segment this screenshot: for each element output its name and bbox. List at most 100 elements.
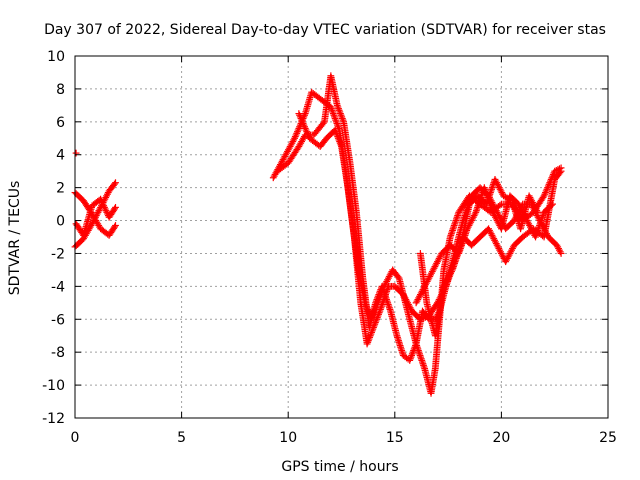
data-point — [551, 167, 559, 175]
data-point — [334, 134, 342, 142]
data-point — [101, 203, 108, 211]
y-tick-label: -10 — [42, 378, 65, 394]
data-point — [364, 338, 372, 346]
data-point — [303, 128, 311, 136]
data-point — [370, 322, 378, 330]
data-point — [112, 179, 119, 187]
data-point — [331, 115, 339, 122]
data-point — [333, 120, 341, 127]
data-point — [542, 187, 550, 195]
data-point — [295, 110, 303, 117]
y-tick-label: 0 — [56, 214, 65, 230]
data-point — [375, 291, 383, 298]
data-point — [291, 134, 298, 142]
data-point — [319, 119, 327, 127]
data-point — [290, 136, 298, 144]
data-point — [303, 129, 311, 137]
y-tick-label: 10 — [47, 49, 65, 65]
data-point — [299, 118, 306, 126]
data-point — [372, 299, 380, 307]
data-point — [372, 297, 380, 305]
data-point — [338, 115, 346, 122]
data-point — [331, 113, 338, 121]
data-point — [328, 105, 335, 113]
y-axis-label: SDTVAR / TECUs — [7, 181, 23, 296]
data-point — [332, 129, 340, 137]
data-point — [334, 123, 342, 131]
data-point — [410, 347, 417, 354]
data-point — [336, 108, 344, 116]
data-point — [367, 330, 375, 338]
data-point — [406, 357, 414, 364]
y-tick-label: -4 — [51, 279, 65, 295]
data-point — [291, 133, 299, 141]
x-tick-label: 5 — [177, 430, 186, 446]
data-point — [366, 332, 374, 340]
data-point — [329, 110, 337, 117]
data-point — [111, 180, 118, 188]
data-point — [541, 190, 549, 198]
data-point — [297, 115, 305, 122]
data-point — [542, 189, 549, 196]
data-point — [335, 136, 343, 144]
data-point — [496, 201, 504, 209]
data-point — [97, 195, 104, 203]
data-point — [99, 200, 107, 208]
data-point — [368, 327, 376, 335]
data-point — [552, 166, 560, 174]
data-point — [327, 103, 335, 111]
data-point — [556, 169, 564, 176]
data-point — [72, 149, 80, 157]
data-point — [534, 208, 542, 216]
y-tick-label: -6 — [51, 312, 65, 328]
data-point — [373, 296, 381, 303]
data-point — [334, 103, 342, 111]
data-point — [365, 335, 373, 343]
data-point — [412, 342, 419, 349]
data-point — [299, 120, 307, 127]
data-point — [337, 141, 345, 149]
data-point — [375, 310, 382, 318]
data-point — [374, 294, 381, 302]
x-tick-label: 25 — [599, 430, 617, 446]
data-point — [364, 337, 372, 345]
data-point — [98, 199, 106, 206]
data-point — [332, 116, 340, 124]
data-point — [333, 131, 341, 139]
data-point — [374, 312, 382, 320]
data-point — [547, 201, 555, 209]
data-point — [448, 268, 455, 275]
data-point — [328, 106, 336, 114]
data-point — [371, 319, 379, 326]
data-point — [407, 353, 415, 361]
data-point — [100, 202, 108, 210]
data-point — [337, 110, 344, 117]
data-point — [296, 111, 303, 119]
data-point — [557, 250, 565, 257]
data-point — [301, 125, 309, 132]
data-point — [304, 131, 312, 139]
data-point — [372, 317, 380, 325]
data-point — [373, 314, 381, 322]
data-point — [333, 101, 341, 109]
y-tick-label: -2 — [51, 246, 65, 262]
y-tick-label: 2 — [56, 181, 65, 197]
data-point — [335, 105, 342, 113]
data-point — [368, 329, 375, 336]
data-point — [394, 273, 402, 281]
data-point — [294, 126, 302, 134]
data-point — [366, 333, 374, 341]
data-point — [411, 343, 419, 351]
data-point — [298, 116, 306, 124]
data-point — [338, 113, 346, 121]
data-point — [336, 138, 343, 145]
data-point — [370, 324, 377, 331]
data-point — [112, 222, 119, 229]
data-point — [540, 192, 548, 200]
data-point — [296, 113, 304, 121]
data-point — [302, 126, 310, 134]
data-point — [334, 133, 342, 141]
data-point — [295, 125, 303, 132]
data-point — [543, 185, 551, 193]
